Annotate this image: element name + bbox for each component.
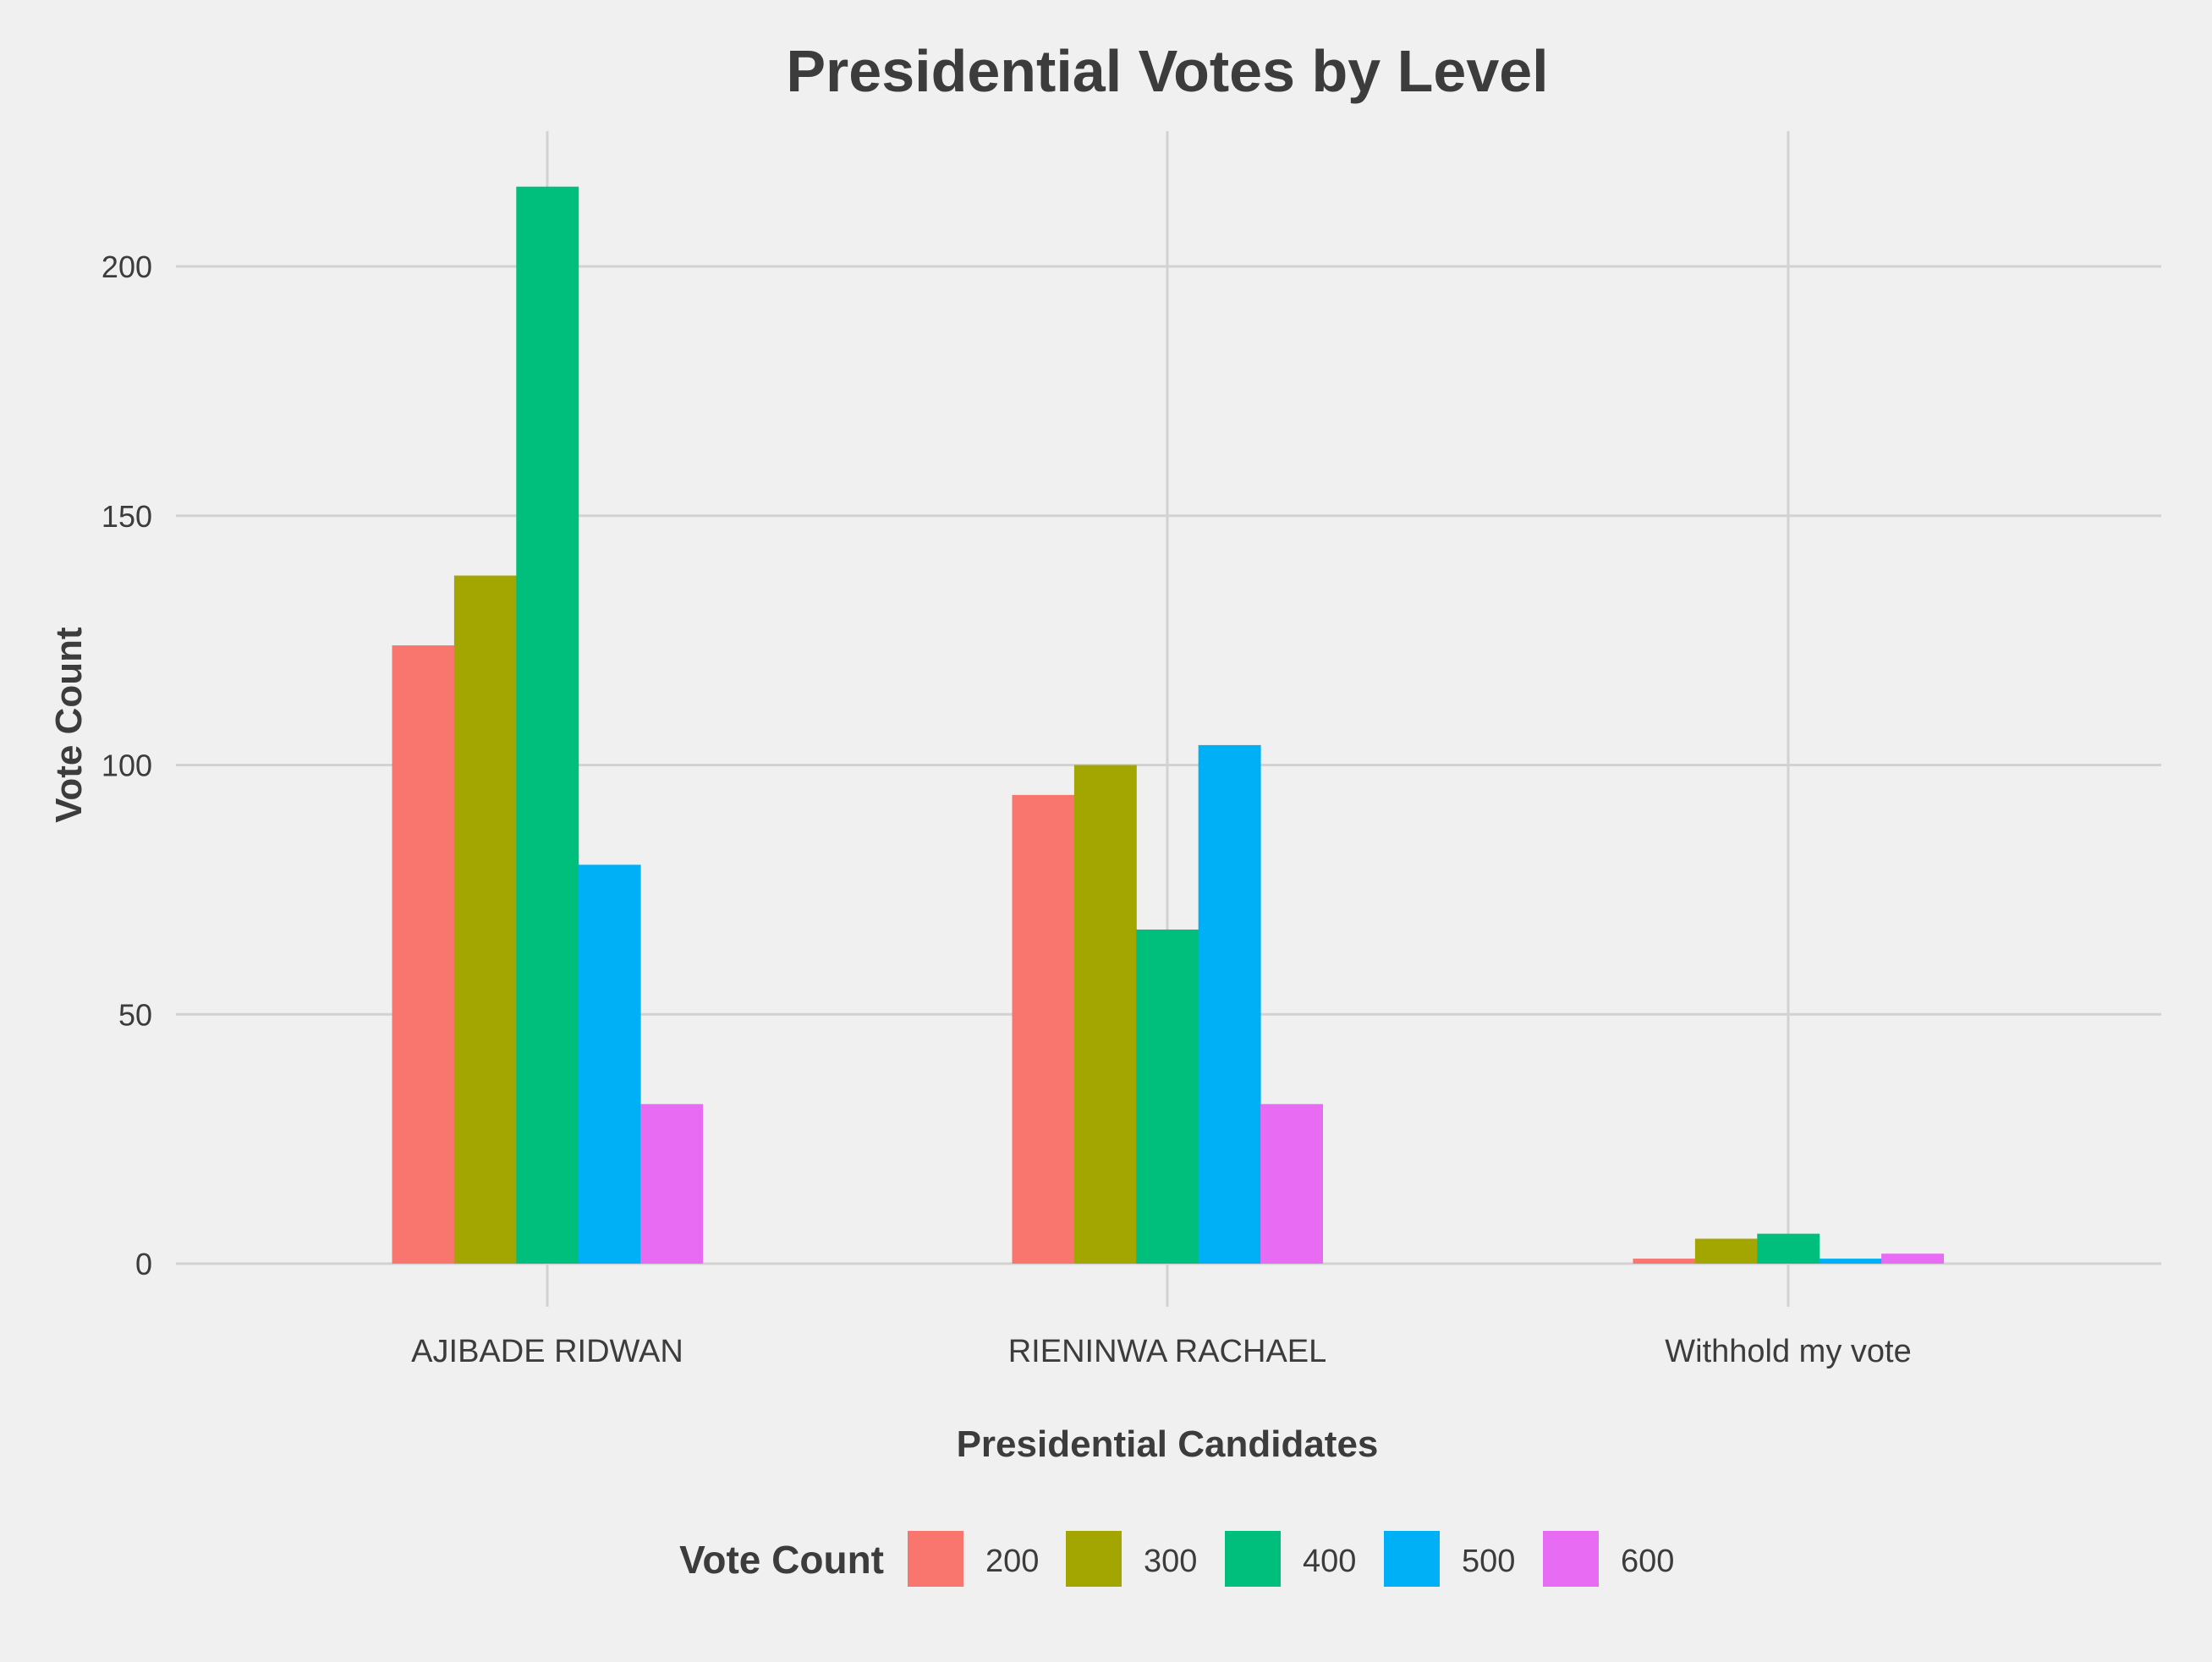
bar-500 — [578, 864, 641, 1264]
legend-key-200 — [908, 1531, 963, 1587]
y-tick-label: 50 — [118, 997, 152, 1032]
bar-600 — [1260, 1104, 1323, 1264]
chart-title: Presidential Votes by Level — [786, 38, 1548, 104]
bar-300 — [453, 575, 517, 1264]
y-tick-label: 0 — [135, 1247, 152, 1281]
legend-label-500: 500 — [1462, 1544, 1515, 1579]
legend-label-200: 200 — [985, 1544, 1039, 1579]
legend-label-600: 600 — [1621, 1544, 1674, 1579]
y-axis-title: Vote Count — [48, 627, 90, 823]
bar-600 — [640, 1104, 703, 1264]
legend-key-300 — [1066, 1531, 1122, 1587]
bar-500 — [1198, 744, 1261, 1264]
bar-400 — [1136, 930, 1199, 1264]
legend-key-600 — [1543, 1531, 1599, 1587]
bar-200 — [1012, 794, 1075, 1264]
bar-400 — [516, 186, 579, 1264]
bar-600 — [1881, 1253, 1944, 1264]
legend-label-400: 400 — [1303, 1544, 1356, 1579]
x-axis-title: Presidential Candidates — [957, 1423, 1379, 1465]
legend-label-300: 300 — [1144, 1544, 1197, 1579]
y-tick-label: 200 — [102, 250, 152, 284]
bar-500 — [1819, 1259, 1882, 1264]
x-tick-label: Withhold my vote — [1665, 1334, 1911, 1369]
bar-200 — [392, 645, 455, 1264]
x-tick-label: RIENINWA RACHAEL — [1008, 1334, 1327, 1369]
legend-key-400 — [1225, 1531, 1281, 1587]
y-tick-label: 150 — [102, 499, 152, 534]
bars — [392, 186, 1944, 1264]
x-tick-labels: AJIBADE RIDWAN RIENINWA RACHAEL Withhold m… — [411, 1334, 1912, 1369]
legend-items: 200 300 400 500 600 — [908, 1531, 1674, 1587]
bar-200 — [1633, 1259, 1696, 1264]
legend: Vote Count 200 300 400 500 600 — [679, 1531, 1674, 1587]
bar-400 — [1757, 1233, 1820, 1264]
legend-title: Vote Count — [679, 1538, 884, 1582]
bar-300 — [1073, 765, 1137, 1264]
legend-key-500 — [1384, 1531, 1440, 1587]
bar-300 — [1694, 1238, 1758, 1264]
y-tick-label: 100 — [102, 749, 152, 783]
x-tick-label: AJIBADE RIDWAN — [411, 1334, 683, 1369]
y-tick-labels: 0 50 100 150 200 — [102, 250, 152, 1281]
